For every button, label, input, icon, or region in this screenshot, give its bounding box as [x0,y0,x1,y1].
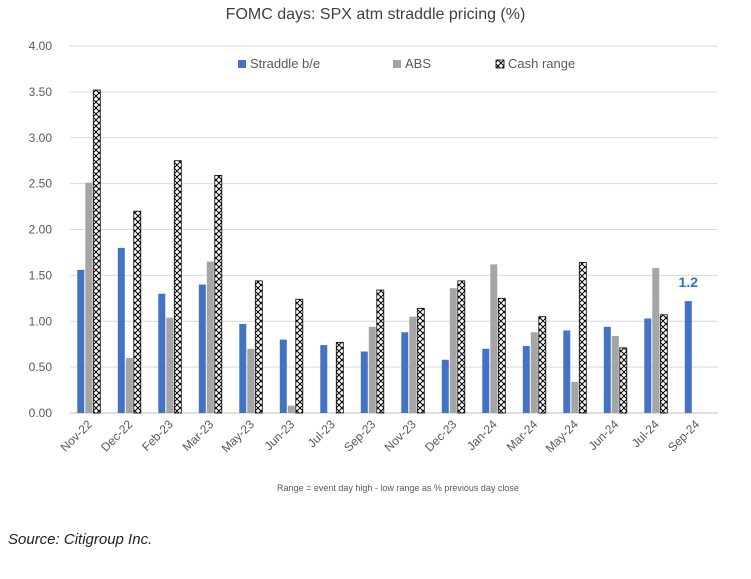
y-tick-label: 2.50 [29,177,53,191]
bar-abs [206,261,214,413]
x-tick-label: Jan-24 [464,417,500,453]
bar-cash-range [92,89,101,414]
bar-straddle-b-e [563,330,571,413]
legend-swatch [238,60,246,68]
bar-abs [85,182,93,413]
bar-cash-range [538,316,547,414]
y-tick-label: 3.00 [29,131,53,145]
bar-abs [571,381,579,413]
bar-abs [125,357,133,413]
bar-straddle-b-e [77,269,85,413]
bar-straddle-b-e [158,293,166,413]
bar-abs [368,326,376,413]
bar-abs [530,332,538,413]
legend-swatch [393,60,401,68]
x-tick-label: Sep-24 [665,417,702,454]
x-tick-label: Nov-22 [58,417,95,454]
source-caption: Source: Citigroup Inc. [8,531,153,548]
chart: FOMC days: SPX atm straddle pricing (%) … [29,6,718,493]
bar-straddle-b-e [401,332,409,413]
bar-cash-range [659,314,668,414]
x-tick-label: Jul-24 [629,417,662,450]
legend-label: Cash range [508,56,575,71]
legend-label: ABS [405,56,431,71]
bar-straddle-b-e [441,359,449,413]
x-tick-label: Jul-23 [305,417,338,450]
bar-straddle-b-e [603,326,611,413]
bar-straddle-b-e [644,318,652,413]
x-tick-label: Mar-23 [180,417,217,454]
chart-svg: 0.00 0.50 1.00 1.50 2.00 2.50 3.00 3.50 4.00 Nov… [29,39,718,493]
bar-straddle-b-e [522,346,530,413]
x-tick-label: Nov-23 [382,417,419,454]
bar-straddle-b-e [482,348,490,413]
bar-straddle-b-e [117,247,125,413]
bar-abs [449,288,457,413]
y-tick-label: 2.00 [29,223,53,237]
bar-abs [652,268,660,413]
bar-straddle-b-e [684,301,692,413]
y-tick-label: 1.00 [29,314,53,328]
legend-label: Straddle b/e [250,56,320,71]
chart-title: FOMC days: SPX atm straddle pricing (%) [225,6,526,23]
x-tick-label: Mar-24 [504,417,541,454]
bar-abs [287,405,295,413]
bar-abs [166,317,174,413]
data-label: 1.2 [679,274,699,290]
bar-cash-range [457,280,466,414]
bar-abs [247,348,255,413]
bar-cash-range [214,174,223,414]
bar-abs [611,335,619,413]
x-tick-label: Dec-23 [422,417,459,454]
bar-cash-range [416,308,425,414]
legend-swatch [495,59,505,69]
bar-cash-range [295,298,304,414]
x-tick-label: Dec-22 [98,417,135,454]
bar-cash-range [335,341,344,414]
y-tick-label: 0.50 [29,360,53,374]
bar-cash-range [133,210,142,414]
chart-note: Range = event day high - low range as % … [277,483,519,493]
bar-cash-range [376,289,385,414]
bar-cash-range [173,160,182,414]
x-tick-label: May-23 [219,417,257,455]
x-tick-label: May-24 [543,417,581,455]
y-tick-label: 3.50 [29,85,53,99]
bar-cash-range [619,347,628,414]
bar-straddle-b-e [198,284,206,413]
bar-straddle-b-e [360,351,368,413]
bar-cash-range [497,297,506,414]
y-tick-label: 0.00 [29,406,53,420]
bar-abs [409,316,417,413]
bar-straddle-b-e [239,324,247,413]
y-tick-label: 1.50 [29,268,53,282]
x-tick-label: Sep-23 [341,417,378,454]
bar-cash-range [254,280,263,414]
x-tick-label: Jun-24 [586,417,622,453]
bar-straddle-b-e [279,339,287,413]
x-tick-label: Jun-23 [262,417,298,453]
bar-cash-range [578,262,587,414]
x-tick-label: Feb-23 [139,417,176,454]
bar-straddle-b-e [320,345,328,413]
y-tick-label: 4.00 [29,39,53,53]
bar-abs [490,264,498,413]
